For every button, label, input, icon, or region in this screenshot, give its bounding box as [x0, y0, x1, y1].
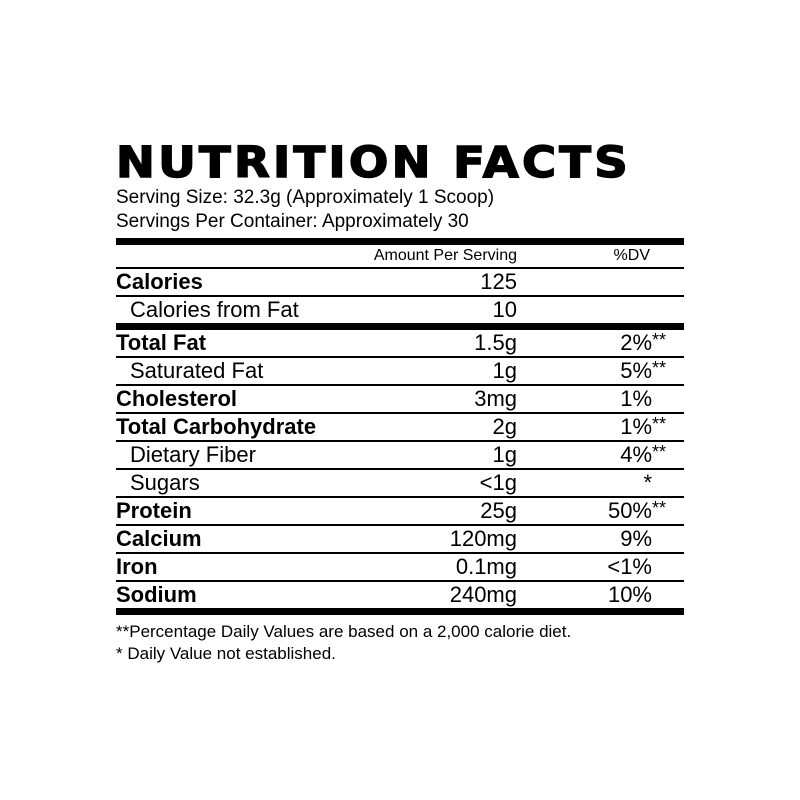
dv-footnote-mark: **	[652, 498, 667, 518]
nutrient-name: Dietary Fiber	[130, 442, 256, 467]
nutrient-dv: 10%	[607, 582, 652, 607]
nutrient-row: Dietary Fiber 1g 4% **	[116, 442, 684, 468]
label-title: NUTRITION FACTS	[115, 138, 631, 188]
nutrient-dv: *	[643, 470, 652, 495]
nutrient-dv: 9%	[620, 526, 652, 551]
nutrient-amount: 10	[492, 297, 517, 322]
row-divider	[116, 267, 684, 269]
row-divider	[116, 580, 684, 582]
nutrient-amount: 25g	[480, 498, 517, 523]
nutrient-table: Calories 125 Calories from Fat 10 Total Fat 1…	[116, 267, 684, 608]
nutrient-amount: 1g	[492, 358, 517, 383]
nutrient-amount: 1g	[492, 442, 517, 467]
nutrient-row: Saturated Fat 1g 5% **	[116, 358, 684, 384]
nutrient-name: Cholesterol	[116, 386, 238, 411]
divider-thick	[116, 238, 684, 245]
nutrient-row: Cholesterol 3mg 1%	[116, 386, 684, 412]
dv-footnote-mark: **	[652, 414, 667, 434]
nutrient-name: Iron	[116, 554, 158, 579]
row-divider	[116, 295, 684, 297]
nutrient-amount: 120mg	[449, 526, 517, 551]
nutrient-row: Total Fat 1.5g 2% **	[116, 330, 684, 356]
nutrient-name: Sodium	[116, 582, 197, 607]
nutrient-amount: 125	[480, 269, 517, 294]
row-divider	[116, 440, 684, 442]
nutrient-name: Saturated Fat	[130, 358, 264, 383]
dv-footnote-mark: **	[652, 442, 667, 462]
nutrient-dv: 5%	[620, 358, 652, 383]
nutrient-dv: 4%	[620, 442, 652, 467]
nutrient-dv: 1%	[620, 414, 652, 439]
nutrient-dv: <1%	[607, 554, 652, 579]
nutrition-facts-label: NUTRITION FACTS Serving Size: 32.3g (App…	[115, 139, 684, 665]
dv-footnote-mark: **	[652, 358, 667, 378]
nutrient-amount: 0.1mg	[455, 554, 517, 579]
row-divider	[116, 552, 684, 554]
nutrient-row: Sugars <1g *	[116, 470, 684, 496]
nutrient-dv: 2%	[620, 330, 652, 355]
nutrient-row: Calories from Fat 10	[116, 297, 684, 323]
nutrient-name: Calcium	[116, 526, 202, 551]
nutrient-row: Calcium 120mg 9%	[116, 526, 684, 552]
row-divider	[116, 524, 684, 526]
nutrient-amount: <1g	[479, 470, 517, 495]
nutrient-amount: 240mg	[449, 582, 517, 607]
divider-thick	[116, 608, 684, 615]
row-divider	[116, 356, 684, 358]
nutrient-name: Total Carbohydrate	[116, 414, 317, 439]
footnote-daily-values: **Percentage Daily Values are based on a…	[116, 622, 572, 641]
row-divider	[116, 468, 684, 470]
nutrient-row: Protein 25g 50% **	[116, 498, 684, 524]
nutrient-row: Total Carbohydrate 2g 1% **	[116, 414, 684, 440]
dv-footnote-mark: **	[652, 330, 667, 350]
dv-header: %DV	[613, 247, 650, 264]
row-divider	[116, 323, 684, 330]
nutrient-name: Sugars	[130, 470, 200, 495]
nutrient-row: Calories 125	[116, 269, 684, 295]
nutrient-dv: 50%	[607, 498, 652, 523]
nutrient-amount: 3mg	[474, 386, 517, 411]
amount-header: Amount Per Serving	[373, 247, 517, 264]
nutrient-name: Protein	[116, 498, 192, 523]
nutrient-name: Calories	[116, 269, 203, 294]
nutrient-row: Iron 0.1mg <1%	[116, 554, 684, 580]
row-divider	[116, 412, 684, 414]
nutrient-row: Sodium 240mg 10%	[116, 582, 684, 608]
nutrient-dv: 1%	[620, 386, 652, 411]
row-divider	[116, 496, 684, 498]
serving-size: Serving Size: 32.3g (Approximately 1 Sco…	[116, 187, 495, 208]
nutrient-name: Total Fat	[116, 330, 207, 355]
nutrient-amount: 2g	[492, 414, 517, 439]
nutrient-amount: 1.5g	[474, 330, 517, 355]
row-divider	[116, 384, 684, 386]
footnotes: **Percentage Daily Values are based on a…	[116, 621, 684, 665]
column-header-row: Amount Per Serving %DV	[116, 245, 684, 267]
footnote-not-established: * Daily Value not established.	[116, 644, 336, 663]
servings-per-container: Servings Per Container: Approximately 30	[116, 211, 469, 232]
nutrient-name: Calories from Fat	[130, 297, 299, 322]
